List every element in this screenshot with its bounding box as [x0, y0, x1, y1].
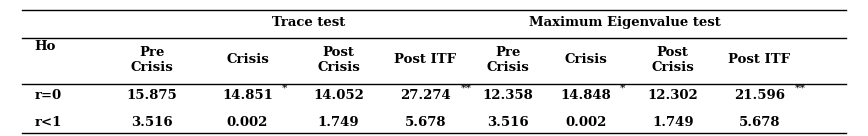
Text: Maximum Eigenvalue test: Maximum Eigenvalue test	[529, 16, 720, 29]
Text: 21.596: 21.596	[734, 89, 785, 102]
Text: Ho: Ho	[35, 40, 56, 53]
Text: 14.851: 14.851	[222, 89, 273, 102]
Text: 27.274: 27.274	[400, 89, 450, 102]
Text: 15.875: 15.875	[127, 89, 177, 102]
Text: Pre
Crisis: Pre Crisis	[130, 46, 174, 74]
Text: Crisis: Crisis	[564, 53, 608, 66]
Text: **: **	[461, 83, 472, 92]
Text: 12.302: 12.302	[648, 89, 698, 102]
Text: 0.002: 0.002	[227, 116, 268, 129]
Text: Post
Crisis: Post Crisis	[651, 46, 694, 74]
Text: 14.052: 14.052	[313, 89, 364, 102]
Text: Post ITF: Post ITF	[394, 53, 457, 66]
Text: 1.749: 1.749	[318, 116, 359, 129]
Text: r<1: r<1	[35, 116, 62, 129]
Text: *: *	[281, 83, 286, 92]
Text: Crisis: Crisis	[226, 53, 269, 66]
Text: 1.749: 1.749	[652, 116, 694, 129]
Text: 12.358: 12.358	[483, 89, 533, 102]
Text: *: *	[620, 83, 625, 92]
Text: 5.678: 5.678	[739, 116, 780, 129]
Text: 3.516: 3.516	[131, 116, 173, 129]
Text: 14.848: 14.848	[561, 89, 611, 102]
Text: 5.678: 5.678	[404, 116, 446, 129]
Text: r=0: r=0	[35, 89, 62, 102]
Text: **: **	[795, 83, 806, 92]
Text: 0.002: 0.002	[565, 116, 607, 129]
Text: Post ITF: Post ITF	[728, 53, 791, 66]
Text: Trace test: Trace test	[272, 16, 345, 29]
Text: Post
Crisis: Post Crisis	[317, 46, 360, 74]
Text: 3.516: 3.516	[487, 116, 529, 129]
Text: Pre
Crisis: Pre Crisis	[486, 46, 529, 74]
